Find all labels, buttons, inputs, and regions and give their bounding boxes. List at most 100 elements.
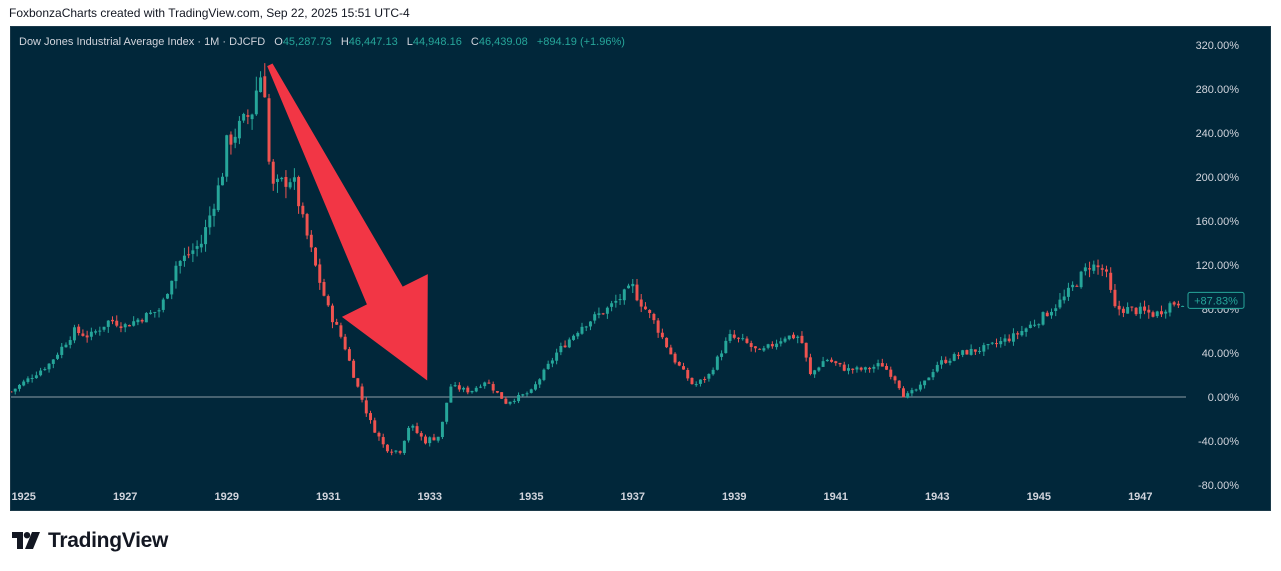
open-value: 45,287.73 <box>282 36 332 48</box>
y-tick-label: -80.00% <box>1198 480 1239 492</box>
candle-body <box>808 357 812 374</box>
candle-body <box>677 362 681 366</box>
chart-attribution: FoxbonzaCharts created with TradingView.… <box>9 6 410 20</box>
candle-body <box>174 265 178 282</box>
high-key: H <box>340 36 349 48</box>
candle-body <box>479 386 482 388</box>
candle-body <box>381 437 385 445</box>
candle-body <box>872 366 876 369</box>
candle-body <box>711 369 715 375</box>
candle-body <box>1130 306 1134 308</box>
candle-body <box>682 366 685 370</box>
candle-body <box>821 361 825 367</box>
x-tick-label: 1927 <box>113 491 137 503</box>
candle-body <box>944 359 948 363</box>
y-tick-label: 200.00% <box>1196 172 1240 184</box>
candle-body <box>250 114 254 120</box>
candle-body <box>800 335 804 344</box>
down-arrow-annotation[interactable] <box>267 63 428 381</box>
candle-body <box>1075 285 1079 287</box>
candle-body <box>753 346 757 349</box>
candle-body <box>559 346 563 353</box>
candle-body <box>347 349 351 361</box>
candle-body <box>673 353 677 363</box>
candle-body <box>838 362 842 365</box>
candle-body <box>360 386 364 400</box>
candle-body <box>842 364 846 371</box>
candle-body <box>965 350 969 355</box>
candle-body <box>453 385 457 387</box>
candle-body <box>643 306 647 310</box>
candle-body <box>745 338 749 343</box>
candle-body <box>474 387 478 392</box>
x-tick-label: 1935 <box>519 491 543 503</box>
candle-body <box>373 420 377 433</box>
candle-body <box>415 426 419 433</box>
y-tick-label: 320.00% <box>1196 40 1240 52</box>
candle-body <box>102 326 106 330</box>
candle-body <box>491 384 495 391</box>
candle-body <box>817 367 821 371</box>
candle-body <box>897 380 901 389</box>
x-tick-label: 1941 <box>824 491 848 503</box>
candle-body <box>115 320 119 326</box>
candle-body <box>990 342 994 344</box>
candle-body <box>529 389 533 393</box>
candle-body <box>610 303 614 307</box>
candle-body <box>508 401 512 404</box>
candle-body <box>622 289 626 301</box>
tradingview-branding[interactable]: TradingView <box>12 529 168 553</box>
candle-body <box>1037 324 1041 326</box>
candle-body <box>140 319 144 322</box>
candle-body <box>305 214 309 236</box>
candle-body <box>284 176 288 187</box>
candlestick-chart[interactable]: 320.00% 280.00% 240.00% 200.00% 160.00% 120.0… <box>11 27 1270 510</box>
candle-body <box>60 346 64 355</box>
candle-body <box>720 353 724 357</box>
candle-body <box>390 451 394 453</box>
candle-body <box>775 343 779 348</box>
candle-body <box>394 450 398 452</box>
candle-body <box>749 343 753 347</box>
candle-body <box>144 313 148 323</box>
candle-body <box>132 321 136 326</box>
chart-panel[interactable]: 320.00% 280.00% 240.00% 200.00% 160.00% 120.0… <box>10 26 1271 511</box>
candle-body <box>669 347 673 355</box>
candle-body <box>914 389 918 391</box>
candle-body <box>779 341 783 344</box>
candle-body <box>762 348 766 351</box>
candle-body <box>1117 305 1121 310</box>
candle-body <box>34 375 38 379</box>
candle-body <box>309 234 313 248</box>
candle-body <box>1028 324 1032 328</box>
candle-body <box>660 332 664 338</box>
candle-body <box>335 321 339 325</box>
candle-body <box>1138 306 1142 314</box>
candle-body <box>11 391 13 393</box>
candle-body <box>707 374 711 379</box>
candle-body <box>792 334 795 339</box>
candle-body <box>614 300 618 303</box>
candle-body <box>758 348 762 350</box>
candle-body <box>995 343 998 345</box>
candle-body <box>796 336 800 338</box>
candle-body <box>1041 312 1045 325</box>
candle-body <box>161 299 165 310</box>
y-tick-label: 0.00% <box>1208 392 1239 404</box>
symbol-name[interactable]: Dow Jones Industrial Average Index · 1M … <box>19 36 266 48</box>
candle-body <box>563 345 567 348</box>
candle-body <box>1121 308 1125 313</box>
y-tick-label: 240.00% <box>1196 128 1240 140</box>
y-tick-label: 280.00% <box>1196 84 1240 96</box>
candle-body <box>297 176 301 207</box>
candle-body <box>567 339 571 348</box>
candle-body <box>952 354 956 361</box>
candle-body <box>72 327 76 341</box>
candle-body <box>123 324 127 328</box>
candle-body <box>1147 309 1151 313</box>
candle-body <box>229 134 233 145</box>
candle-body <box>1126 307 1130 314</box>
candle-body <box>948 360 952 363</box>
candle-body <box>889 369 893 377</box>
candle-body <box>973 349 977 352</box>
